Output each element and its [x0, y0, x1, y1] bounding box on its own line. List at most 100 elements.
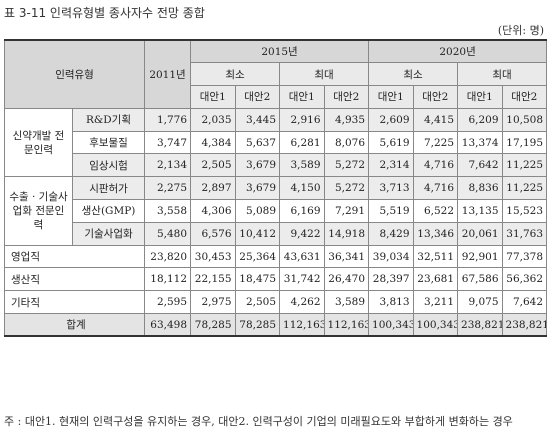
total-label: 합계	[3, 313, 146, 338]
header-alt1: 대안1	[457, 85, 503, 109]
table-row: 생산직 18,112 22,155 18,475 31,742 26,470 28,397 2…	[3, 267, 548, 292]
value-cell: 20,061	[457, 221, 503, 246]
header-alt1: 대안1	[279, 85, 325, 109]
value-cell: 43,631	[279, 244, 325, 269]
value-cell: 238,821	[501, 313, 548, 338]
table-title: 표 3-11 인력유형별 종사자수 전망 종합	[4, 6, 205, 20]
value-cell: 5,619	[368, 130, 414, 155]
value-cell: 28,397	[368, 267, 414, 292]
row-label: 시판허가	[71, 176, 146, 201]
value-cell: 3,558	[144, 199, 192, 223]
value-cell: 3,589	[279, 153, 325, 178]
value-cell: 7,225	[412, 130, 459, 155]
value-cell: 3,679	[234, 176, 281, 201]
table-row: 영업직 23,820 30,453 25,364 43,631 36,341 39,034 3…	[3, 244, 548, 269]
value-cell: 10,412	[234, 221, 281, 246]
value-cell: 5,089	[234, 199, 281, 223]
value-cell: 4,716	[412, 153, 459, 178]
value-cell: 8,836	[457, 176, 503, 201]
value-cell: 3,445	[234, 107, 281, 132]
value-cell: 17,195	[501, 130, 548, 155]
value-cell: 3,747	[144, 130, 192, 155]
footnote: 주 : 대안1. 현재의 인력구성을 유지하는 경우, 대안2. 인력구성이 기…	[4, 415, 513, 428]
value-cell: 67,586	[457, 267, 503, 292]
value-cell: 112,163	[323, 313, 370, 338]
value-cell: 32,511	[412, 244, 459, 269]
value-cell: 23,820	[144, 244, 192, 269]
value-cell: 8,429	[368, 221, 414, 246]
value-cell: 238,821	[457, 313, 503, 338]
value-cell: 6,522	[412, 199, 459, 223]
header-2020-max: 최대	[457, 62, 548, 87]
value-cell: 31,763	[501, 221, 548, 246]
header-alt2: 대안2	[323, 85, 370, 109]
value-cell: 6,169	[279, 199, 325, 223]
value-cell: 2,897	[190, 176, 236, 201]
row-label: 영업직	[3, 244, 146, 269]
row-label: 기타직	[3, 290, 146, 315]
table-row: 임상시험 2,134 2,505 3,679 3,589 5,272 2,314 4,716 7…	[5, 153, 548, 178]
value-cell: 11,225	[501, 153, 548, 178]
value-cell: 63,498	[144, 313, 192, 338]
value-cell: 4,716	[412, 176, 459, 201]
table-row: 신약개발 전문인력 R&D기획 1,776 2,035 3,445 2,916 4,935 2…	[4, 107, 548, 178]
value-cell: 3,589	[323, 290, 370, 315]
value-cell: 8,076	[323, 130, 370, 155]
header-alt1: 대안1	[368, 85, 414, 109]
row-label: 기술사업화	[71, 221, 146, 246]
header-2015-min: 최소	[190, 62, 281, 87]
value-cell: 25,364	[234, 244, 281, 269]
value-cell: 18,112	[144, 267, 192, 292]
value-cell: 3,211	[412, 290, 459, 315]
header-alt2: 대안2	[412, 85, 459, 109]
value-cell: 3,713	[368, 176, 414, 201]
value-cell: 6,281	[279, 130, 325, 155]
value-cell: 2,609	[368, 107, 414, 132]
value-cell: 4,384	[190, 130, 236, 155]
value-cell: 6,209	[457, 107, 503, 132]
value-cell: 13,135	[457, 199, 503, 223]
value-cell: 22,155	[190, 267, 236, 292]
value-cell: 30,453	[190, 244, 236, 269]
header-2015-max: 최대	[279, 62, 370, 87]
header-2020-min: 최소	[368, 62, 459, 87]
value-cell: 6,576	[190, 221, 236, 246]
unit-label: (단위: 명)	[497, 24, 544, 37]
value-cell: 15,523	[501, 199, 548, 223]
value-cell: 2,916	[279, 107, 325, 132]
value-cell: 11,225	[501, 176, 548, 201]
value-cell: 100,343	[412, 313, 459, 338]
value-cell: 13,374	[457, 130, 503, 155]
row-label: 임상시험	[71, 153, 146, 178]
row-label: 후보물질	[71, 130, 146, 155]
value-cell: 2,035	[190, 107, 236, 132]
value-cell: 2,595	[144, 290, 192, 315]
value-cell: 5,272	[323, 153, 370, 178]
value-cell: 4,935	[323, 107, 370, 132]
value-cell: 100,343	[368, 313, 414, 338]
row-label: 생산(GMP)	[71, 199, 146, 223]
value-cell: 2,314	[368, 153, 414, 178]
table-row: 기타직 2,595 2,975 2,505 4,262 3,589 3,813 3,211 9,…	[3, 290, 548, 315]
table-row: 생산(GMP) 3,558 4,306 5,089 6,169 7,291 5,519 6,5…	[5, 199, 548, 223]
table-row: 후보물질 3,747 4,384 5,637 6,281 8,076 5,619 7,225 1…	[5, 130, 548, 155]
value-cell: 4,150	[279, 176, 325, 201]
value-cell: 2,505	[234, 290, 281, 315]
value-cell: 5,272	[323, 176, 370, 201]
total-row: 합계 63,498 78,285 78,285 112,163 112,163 100,34…	[3, 313, 548, 338]
value-cell: 77,378	[501, 244, 548, 269]
value-cell: 9,422	[279, 221, 325, 246]
table-row: 기술사업화 5,480 6,576 10,412 9,422 14,918 8,429 13,…	[5, 221, 548, 246]
value-cell: 36,341	[323, 244, 370, 269]
value-cell: 14,918	[323, 221, 370, 246]
forecast-table: 인력유형 2011년 2015년 2020년 최소 최대 최소 최대 대안1 대…	[3, 39, 548, 338]
value-cell: 13,346	[412, 221, 459, 246]
value-cell: 5,480	[144, 221, 192, 246]
header-2011: 2011년	[144, 39, 192, 109]
row-label: R&D기획	[71, 107, 146, 132]
value-cell: 5,637	[234, 130, 281, 155]
value-cell: 31,742	[279, 267, 325, 292]
header-2020: 2020년	[368, 39, 548, 64]
value-cell: 112,163	[279, 313, 325, 338]
value-cell: 4,262	[279, 290, 325, 315]
